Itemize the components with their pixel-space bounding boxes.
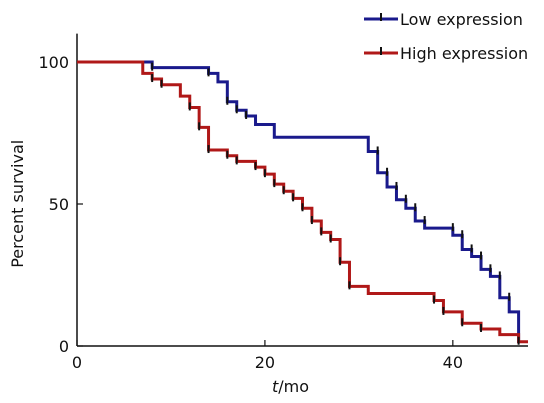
y-axis-ticks: 0 50 100 <box>38 53 83 356</box>
series-group <box>77 60 528 345</box>
x-axis-title-italic: t <box>272 377 279 396</box>
series-high-expression <box>77 60 528 345</box>
y-axis-title: Percent survival <box>8 140 27 268</box>
x-tick-label: 0 <box>72 353 82 372</box>
x-tick-label: 20 <box>255 353 275 372</box>
x-axis-ticks: 0 20 40 <box>72 340 463 372</box>
x-axis-title-rest: /mo <box>278 377 309 396</box>
legend-item: High expression <box>364 44 528 63</box>
x-axis-title: t/mo <box>272 377 309 396</box>
y-tick-label: 50 <box>49 195 69 214</box>
y-tick-label: 100 <box>38 53 69 72</box>
survival-curve-line <box>77 60 521 344</box>
x-tick-label: 40 <box>443 353 463 372</box>
legend-label: High expression <box>400 44 528 63</box>
legend: Low expression High expression <box>364 10 528 63</box>
survival-curve-line <box>77 60 528 344</box>
legend-item: Low expression <box>364 10 523 29</box>
legend-label: Low expression <box>400 10 523 29</box>
y-tick-label: 0 <box>59 337 69 356</box>
series-low-expression <box>77 60 521 344</box>
